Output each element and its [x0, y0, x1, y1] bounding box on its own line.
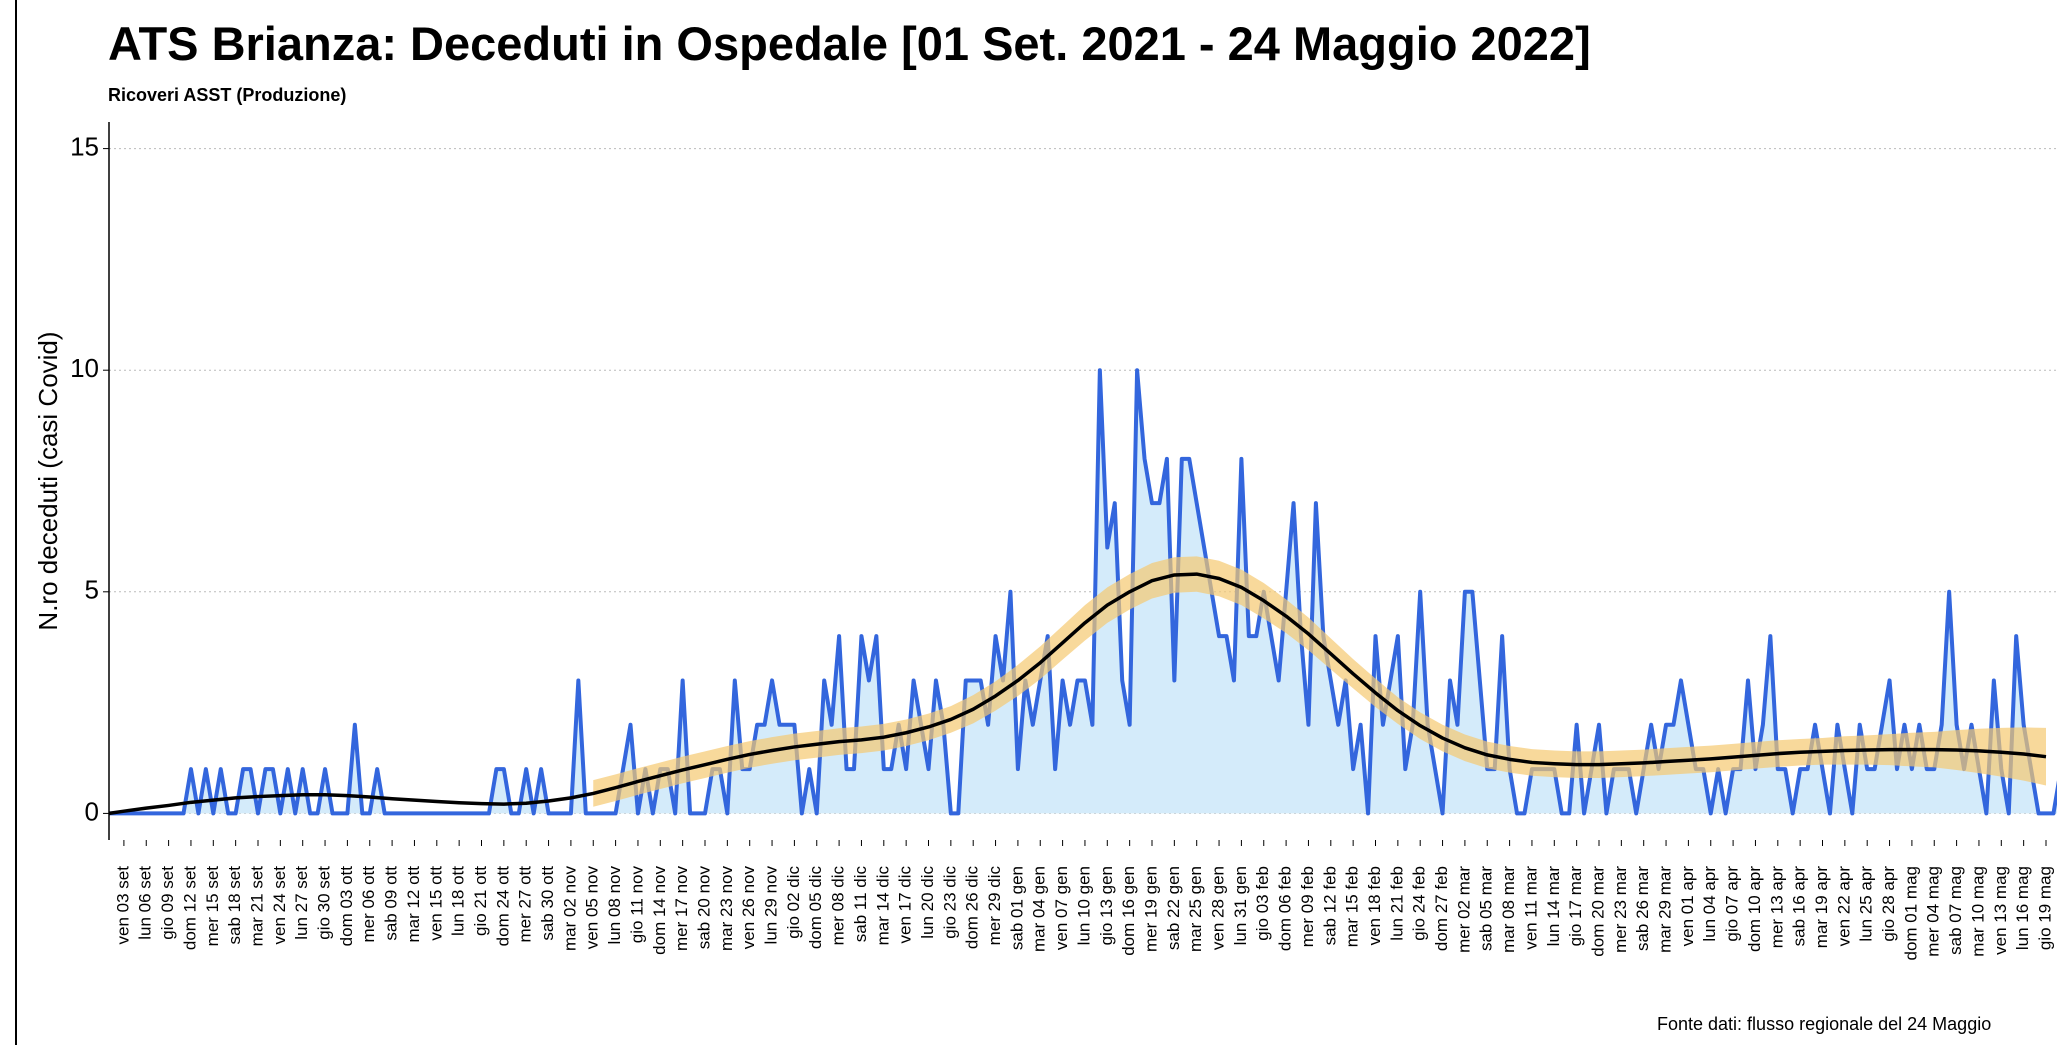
x-tick-label: dom 03 ott	[337, 866, 356, 947]
x-tick-label: mar 23 nov	[717, 866, 736, 952]
x-tick-label: mar 10 mag	[1968, 866, 1987, 957]
x-tick-label: gio 07 apr	[1723, 866, 1742, 942]
x-tick-label: ven 26 nov	[739, 866, 758, 950]
x-tick-label: gio 02 dic	[784, 866, 803, 939]
y-tick-label: 0	[85, 796, 99, 826]
x-tick-label: sab 11 dic	[851, 866, 870, 943]
x-tick-label: sab 05 mar	[1477, 866, 1496, 951]
x-tick-label: sab 30 ott	[538, 866, 557, 941]
x-tick-label: dom 27 feb	[1432, 866, 1451, 951]
x-tick-label: dom 24 ott	[493, 866, 512, 947]
x-tick-label: mar 02 nov	[560, 866, 579, 952]
x-tick-label: mer 19 gen	[1141, 866, 1160, 952]
x-tick-label: mer 04 mag	[1924, 866, 1943, 957]
x-tick-label: lun 20 dic	[918, 866, 937, 939]
x-tick-label: lun 04 apr	[1700, 866, 1719, 942]
x-tick-label: ven 03 set	[113, 866, 132, 945]
data-area	[109, 370, 2057, 814]
x-tick-label: sab 16 apr	[1790, 866, 1809, 947]
x-tick-label: dom 14 nov	[650, 866, 669, 955]
x-tick-label: sab 18 set	[225, 866, 244, 945]
plot-area	[108, 148, 2057, 816]
x-tick-label: mer 27 ott	[516, 866, 535, 943]
x-tick-label: mar 14 dic	[873, 866, 892, 946]
x-tick-label: mar 29 mar	[1656, 866, 1675, 953]
x-tick-label: sab 09 ott	[382, 866, 401, 941]
source-note: Fonte dati: flusso regionale del 24 Magg…	[1657, 1014, 1991, 1034]
x-tick-label: dom 01 mag	[1901, 866, 1920, 961]
x-tick-label: ven 07 gen	[1052, 866, 1071, 950]
x-tick-label: mar 08 mar	[1499, 866, 1518, 953]
x-tick-label: mer 17 nov	[672, 866, 691, 952]
x-tick-label: sab 22 gen	[1164, 866, 1183, 950]
x-tick-label: sab 20 nov	[694, 866, 713, 950]
x-tick-label: gio 30 set	[315, 866, 334, 940]
x-tick-label: gio 13 gen	[1097, 866, 1116, 945]
x-tick-label: ven 11 mar	[1521, 866, 1540, 950]
x-tick-label: gio 28 apr	[1879, 866, 1898, 942]
x-tick-label: mar 12 ott	[404, 866, 423, 943]
x-tick-label: lun 18 ott	[449, 866, 468, 936]
x-tick-label: ven 13 mag	[1991, 866, 2010, 955]
x-tick-label: mer 15 set	[203, 866, 222, 947]
x-tick-label: gio 21 ott	[471, 866, 490, 936]
x-tick-label: sab 26 mar	[1633, 866, 1652, 951]
x-tick-label: mer 09 feb	[1298, 866, 1317, 947]
x-tick-label: dom 06 feb	[1276, 866, 1295, 951]
trend-line	[108, 572, 2047, 816]
chart-subtitle: Ricoveri ASST (Produzione)	[108, 85, 346, 105]
x-tick-label: mer 23 mar	[1611, 866, 1630, 953]
chart-title: ATS Brianza: Deceduti in Ospedale [01 Se…	[108, 17, 1591, 70]
x-tick-label: dom 05 dic	[806, 866, 825, 950]
x-tick-label: lun 16 mag	[2013, 866, 2032, 950]
x-tick-label: lun 06 set	[136, 866, 155, 940]
y-tick-label: 5	[85, 575, 99, 605]
x-tick-label: gio 23 dic	[940, 866, 959, 939]
x-tick-label: lun 14 mar	[1544, 866, 1563, 947]
x-tick-label: sab 01 gen	[1007, 866, 1026, 950]
x-tick-label: gio 09 set	[158, 866, 177, 940]
y-tick-label: 10	[70, 353, 99, 383]
x-tick-label: mar 04 gen	[1030, 866, 1049, 952]
x-tick-label: lun 21 feb	[1387, 866, 1406, 941]
x-tick-label: gio 24 feb	[1410, 866, 1429, 941]
x-tick-label: gio 11 nov	[627, 866, 646, 944]
x-tick-label: mer 08 dic	[829, 866, 848, 946]
x-tick-label: mar 21 set	[247, 866, 266, 947]
x-tick-label: ven 01 apr	[1678, 866, 1697, 947]
x-tick-label: mer 29 dic	[985, 866, 1004, 946]
x-tick-label: lun 29 nov	[762, 866, 781, 945]
x-tick-label: lun 08 nov	[605, 866, 624, 945]
x-tick-label: ven 15 ott	[426, 866, 445, 941]
x-tick-label: mer 13 apr	[1767, 866, 1786, 949]
x-tick-label: gio 19 mag	[2035, 866, 2054, 950]
x-tick-label: mer 02 mar	[1454, 866, 1473, 953]
x-tick-label: ven 28 gen	[1209, 866, 1228, 950]
x-tick-label: gio 17 mar	[1566, 866, 1585, 947]
x-tick-label: sab 12 feb	[1320, 866, 1339, 945]
y-tick-label: 15	[70, 131, 99, 161]
x-tick-label: sab 07 mag	[1946, 866, 1965, 955]
x-tick-label: dom 20 mar	[1588, 866, 1607, 957]
x-tick-label: lun 27 set	[292, 866, 311, 940]
x-tick-label: dom 12 set	[180, 866, 199, 950]
x-tick-label: dom 16 gen	[1119, 866, 1138, 956]
x-tick-label: mar 25 gen	[1186, 866, 1205, 952]
x-tick-label: mar 19 apr	[1812, 866, 1831, 949]
x-tick-label: lun 25 apr	[1857, 866, 1876, 942]
x-tick-label: lun 10 gen	[1074, 866, 1093, 945]
x-tick-label: ven 18 feb	[1365, 866, 1384, 945]
x-tick-label: mar 15 feb	[1343, 866, 1362, 947]
x-tick-label: mer 06 ott	[359, 866, 378, 943]
x-tick-label: dom 10 apr	[1745, 866, 1764, 952]
x-tick-label: dom 26 dic	[963, 866, 982, 950]
x-tick-label: ven 24 set	[270, 866, 289, 945]
x-tick-label: ven 17 dic	[896, 866, 915, 944]
x-tick-label: gio 03 feb	[1253, 866, 1272, 941]
x-tick-label: lun 31 gen	[1231, 866, 1250, 945]
x-tick-label: ven 05 nov	[583, 866, 602, 950]
y-axis-label: N.ro deceduti (casi Covid)	[33, 331, 63, 630]
x-tick-label: ven 22 apr	[1834, 866, 1853, 947]
